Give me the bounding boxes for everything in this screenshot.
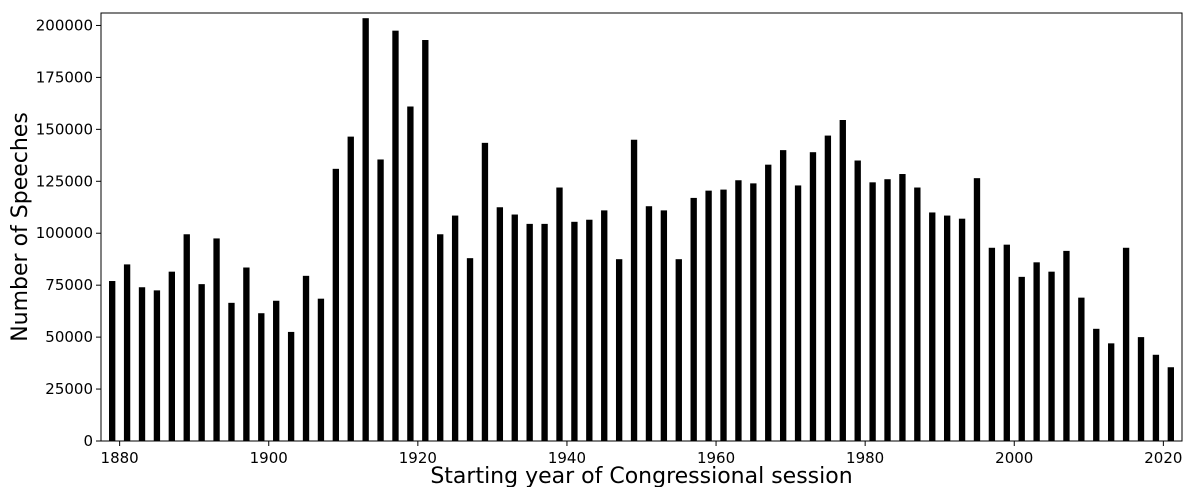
bar-1939 (556, 187, 563, 441)
bar-1923 (437, 234, 444, 441)
bar-1963 (735, 180, 742, 441)
x-tick-label: 2020 (1144, 449, 1182, 467)
bar-1975 (824, 135, 832, 441)
bar-1935 (526, 223, 533, 441)
bar-2021 (1167, 367, 1174, 441)
bar-1921 (422, 40, 429, 441)
bar-2007 (1063, 250, 1070, 441)
x-tick-label: 1880 (101, 449, 139, 467)
bar-1941 (571, 221, 578, 441)
bar-1929 (481, 142, 489, 441)
x-tick-label: 1960 (697, 449, 735, 467)
bar-1937 (541, 223, 548, 441)
y-tick-label: 150000 (36, 120, 93, 138)
bar-1927 (466, 258, 474, 441)
bar-1931 (496, 207, 504, 441)
bar-1957 (690, 197, 697, 441)
bar-1965 (750, 183, 757, 441)
bar-1901 (273, 300, 280, 441)
bar-1945 (601, 210, 608, 441)
bar-1953 (660, 210, 668, 441)
y-tick-label: 75000 (45, 276, 93, 294)
bar-2005 (1048, 271, 1055, 441)
bar-1981 (869, 182, 876, 441)
bar-2019 (1152, 354, 1160, 441)
bar-1895 (228, 302, 235, 441)
bar-1899 (258, 313, 265, 441)
bar-1883 (138, 287, 146, 441)
bar-1955 (675, 259, 682, 441)
x-tick-label: 1900 (250, 449, 288, 467)
bar-1903 (287, 331, 295, 441)
bar-2013 (1108, 343, 1115, 441)
bar-1909 (332, 168, 340, 441)
bar-1979 (854, 160, 861, 441)
bar-2001 (1018, 276, 1025, 441)
bar-1993 (958, 218, 966, 441)
bar-1989 (929, 212, 936, 441)
bar-1897 (243, 267, 250, 441)
bars-layer (109, 18, 1174, 442)
bar-1971 (794, 185, 802, 441)
bar-1879 (109, 281, 116, 441)
bar-1991 (943, 215, 951, 441)
bar-1925 (451, 215, 459, 441)
bar-1917 (392, 30, 399, 441)
bar-2011 (1093, 328, 1100, 441)
bar-1919 (407, 106, 414, 441)
bar-2003 (1033, 262, 1040, 441)
bar-1913 (362, 18, 369, 441)
y-tick-label: 50000 (45, 328, 93, 346)
bar-1967 (765, 164, 772, 442)
x-tick-label: 1980 (846, 449, 884, 467)
x-axis-title: Starting year of Congressional session (430, 464, 852, 487)
y-tick-label: 100000 (36, 224, 93, 242)
bar-1947 (615, 259, 623, 441)
bar-1987 (914, 187, 921, 441)
bar-1985 (899, 174, 906, 441)
ticks-layer: 1880 1900 1920 1940 1960 1980 2000 2020 0 25000 50… (36, 16, 1183, 467)
bar-1891 (198, 284, 205, 441)
plot-frame (100, 12, 1183, 442)
x-tick-label: 1920 (399, 449, 437, 467)
bar-1999 (1003, 244, 1010, 441)
bar-1959 (705, 190, 712, 441)
bar-1885 (153, 290, 161, 441)
bar-1907 (317, 298, 325, 441)
bar-1961 (720, 189, 727, 441)
bar-1887 (168, 271, 175, 441)
bar-2017 (1137, 337, 1145, 441)
bar-1949 (630, 139, 638, 442)
bar-1997 (988, 247, 996, 441)
y-tick-label: 200000 (36, 16, 93, 34)
bar-2015 (1122, 247, 1130, 441)
bar-1995 (973, 178, 981, 442)
bar-2009 (1078, 297, 1085, 441)
bar-1973 (809, 152, 817, 441)
bar-1969 (779, 150, 787, 441)
bar-1951 (645, 206, 653, 441)
bar-1911 (347, 136, 354, 441)
bar-1933 (511, 214, 518, 441)
y-tick-label: 175000 (36, 68, 93, 86)
bar-1977 (839, 120, 846, 441)
bar-1915 (377, 159, 384, 442)
x-tick-label: 1940 (548, 449, 586, 467)
bar-1893 (213, 238, 220, 441)
bar-1881 (123, 264, 131, 441)
y-tick-label: 25000 (45, 380, 93, 398)
y-axis-title: Number of Speeches (8, 112, 33, 342)
bar-1943 (586, 219, 593, 441)
y-tick-label: 125000 (36, 172, 93, 190)
bar-1905 (302, 275, 310, 441)
y-tick-label: 0 (83, 432, 93, 450)
bar-1889 (183, 234, 190, 441)
bar-1983 (884, 179, 891, 441)
x-tick-label: 2000 (995, 449, 1033, 467)
